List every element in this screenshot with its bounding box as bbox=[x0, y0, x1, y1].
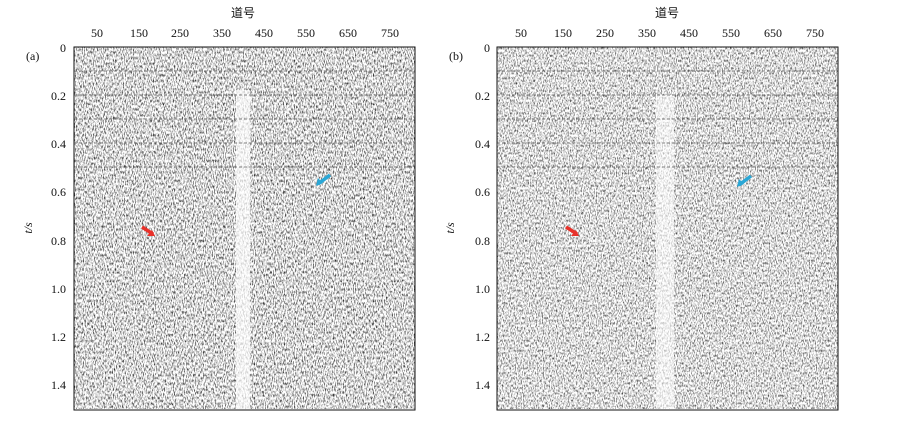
y-tick-label: 1.4 bbox=[475, 378, 490, 392]
x-tick-label: 450 bbox=[255, 26, 273, 40]
x-tick-labels: 50 150 250 350 450 550 650 750 bbox=[515, 26, 824, 40]
y-axis-title: t/s bbox=[21, 222, 35, 234]
x-tick-label: 250 bbox=[596, 26, 614, 40]
blue-arrow bbox=[316, 173, 332, 186]
y-tick-label: 0.8 bbox=[51, 234, 66, 248]
x-tick-label: 350 bbox=[213, 26, 231, 40]
x-tick-label: 350 bbox=[638, 26, 656, 40]
y-tick-label: 0 bbox=[60, 41, 66, 55]
red-arrow bbox=[141, 225, 155, 236]
y-tick-label: 0.8 bbox=[475, 234, 490, 248]
seismic-image bbox=[73, 46, 416, 411]
x-tick-label: 450 bbox=[680, 26, 698, 40]
red-arrow bbox=[565, 225, 579, 236]
x-tick-label: 50 bbox=[515, 26, 527, 40]
panel-b: (b) 道号 50 150 250 350 450 550 650 750 0 … bbox=[443, 6, 839, 411]
x-tick-label: 250 bbox=[171, 26, 189, 40]
y-tick-label: 0.2 bbox=[51, 89, 66, 103]
y-tick-label: 0.4 bbox=[475, 137, 490, 151]
y-tick-labels: 0 0.2 0.4 0.6 0.8 1.0 1.2 1.4 bbox=[51, 41, 66, 392]
y-tick-labels: 0 0.2 0.4 0.6 0.8 1.0 1.2 1.4 bbox=[475, 41, 490, 392]
x-tick-label: 550 bbox=[297, 26, 315, 40]
y-tick-label: 0.4 bbox=[51, 137, 66, 151]
x-tick-label: 750 bbox=[381, 26, 399, 40]
x-tick-label: 750 bbox=[806, 26, 824, 40]
x-tick-label: 50 bbox=[91, 26, 103, 40]
y-tick-label: 1.0 bbox=[51, 282, 66, 296]
x-tick-label: 150 bbox=[554, 26, 572, 40]
panel-label: (a) bbox=[26, 49, 39, 63]
y-tick-label: 0.2 bbox=[475, 89, 490, 103]
x-axis-title: 道号 bbox=[231, 6, 255, 20]
y-tick-label: 0.6 bbox=[475, 185, 490, 199]
y-tick-label: 1.2 bbox=[51, 330, 66, 344]
seismic-image bbox=[496, 46, 839, 411]
y-axis-title: t/s bbox=[443, 222, 457, 234]
x-tick-label: 550 bbox=[722, 26, 740, 40]
y-tick-label: 1.4 bbox=[51, 378, 66, 392]
y-tick-label: 1.0 bbox=[475, 282, 490, 296]
x-tick-label: 150 bbox=[130, 26, 148, 40]
y-tick-label: 1.2 bbox=[475, 330, 490, 344]
x-tick-label: 650 bbox=[339, 26, 357, 40]
x-axis-title: 道号 bbox=[655, 6, 679, 20]
time-gridlines bbox=[74, 70, 415, 168]
panel-label: (b) bbox=[449, 49, 463, 63]
y-tick-label: 0 bbox=[484, 41, 490, 55]
x-tick-labels: 50 150 250 350 450 550 650 750 bbox=[91, 26, 399, 40]
time-gridlines bbox=[497, 70, 838, 168]
x-tick-label: 650 bbox=[764, 26, 782, 40]
panel-a: (a) 道号 50 150 250 350 450 550 650 750 0 … bbox=[21, 6, 416, 411]
blue-arrow bbox=[737, 174, 753, 187]
y-tick-label: 0.6 bbox=[51, 185, 66, 199]
